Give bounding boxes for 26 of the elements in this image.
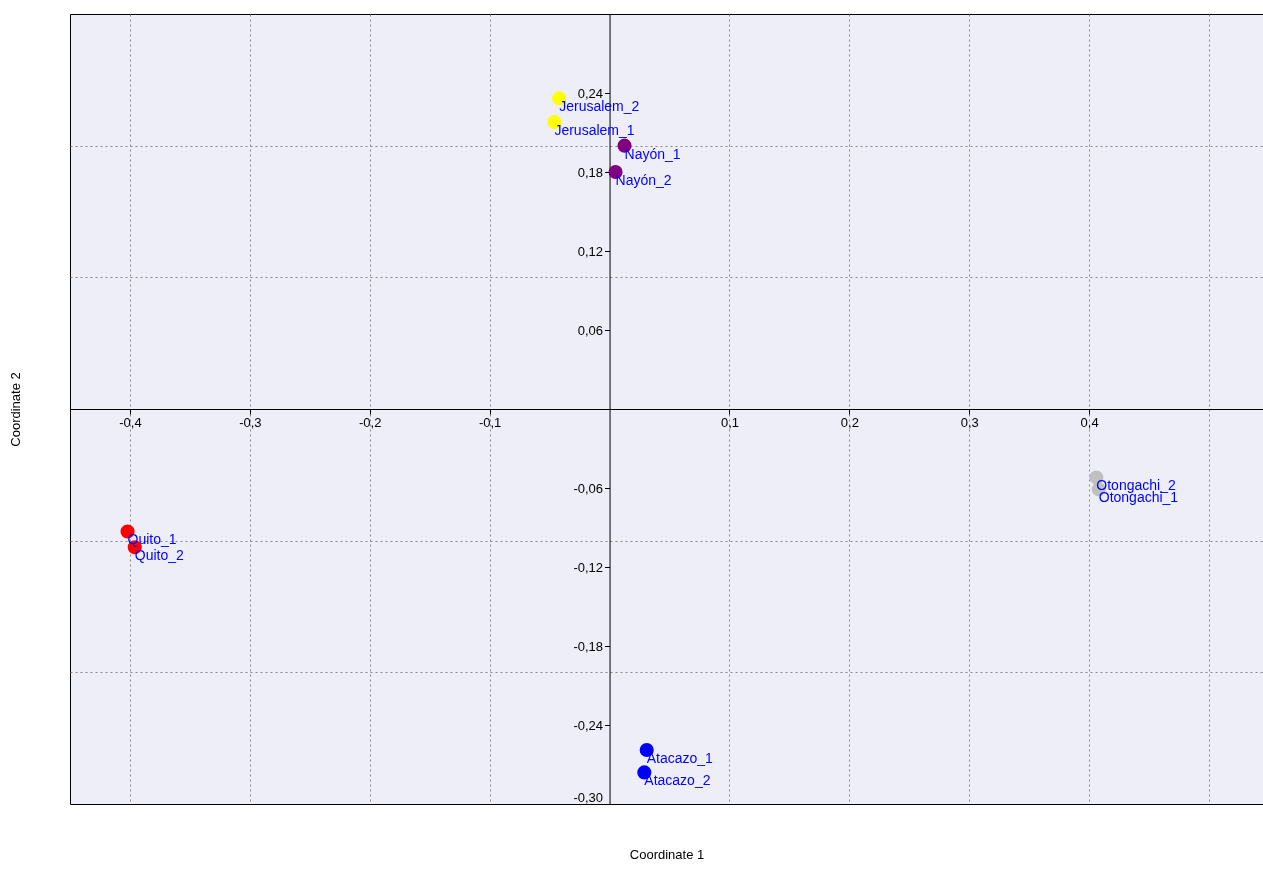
annotation: Quito_1 (127, 531, 177, 548)
y-tick-label: 0,06 (577, 322, 604, 338)
x-tick-label: 0,4 (1080, 414, 1099, 430)
annotation: Atacazo_1 (646, 750, 714, 767)
x-tick-label: -0,4 (119, 414, 142, 430)
y-tick-label: -0,06 (573, 480, 604, 496)
y-tick-label: -0,18 (573, 638, 604, 654)
x-tick-label: -0,1 (478, 414, 502, 430)
y-tick-label: -0,12 (573, 559, 604, 575)
y-tick-label: 0,18 (577, 164, 604, 180)
y-tick-label: 0,12 (577, 243, 604, 259)
annotation: Nayón_2 (615, 172, 672, 188)
annotation: Quito_2 (134, 547, 184, 564)
x-axis-title: Coordinate 1 (629, 846, 705, 862)
annotation: Otongachi_2 (1096, 477, 1176, 494)
annotation: Nayón_1 (624, 145, 681, 162)
y-axis-title: Coordinate 2 (7, 372, 23, 447)
y-tick-label: -0,24 (573, 717, 604, 733)
y-tick-label: 0,24 (577, 85, 604, 101)
x-tick-label: -0,2 (359, 414, 382, 430)
x-tick-label: 0,2 (840, 414, 859, 430)
x-tick-label: 0,1 (720, 414, 739, 430)
y-tick-label: -0,30 (573, 789, 604, 805)
x-tick-label: 0,3 (960, 414, 979, 430)
annotation: Atacazo_2 (644, 772, 711, 789)
x-tick-label: -0,3 (239, 414, 262, 430)
